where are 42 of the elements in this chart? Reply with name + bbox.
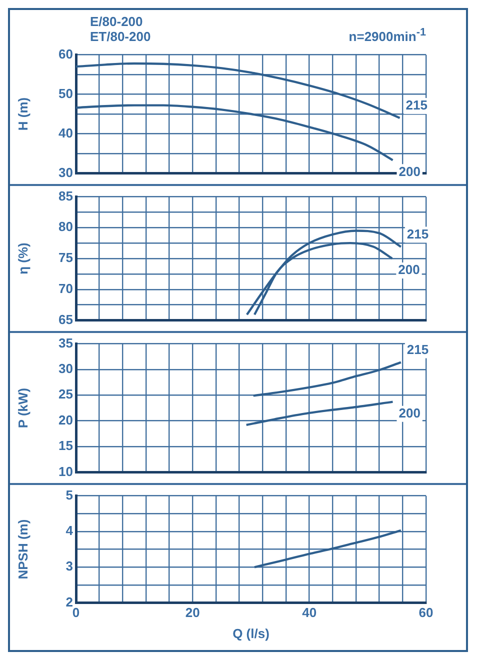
y-tick-label: 25: [58, 386, 73, 402]
line-series: [245, 400, 394, 426]
y-tick-label: 30: [58, 164, 73, 180]
x-tick-label: 60: [418, 605, 434, 620]
x-tick-label: 40: [302, 605, 317, 620]
x-tick-label: 0: [72, 605, 80, 620]
x-tick-label: 20: [185, 605, 200, 620]
text: n=2900min$^{-1}$: [348, 26, 426, 44]
line-series: [76, 104, 394, 162]
y-tick-label: 50: [58, 86, 73, 101]
y-tick-label: 35: [58, 335, 73, 350]
y-axis-title: NPSH (m): [15, 519, 30, 580]
y-tick-label: 65: [58, 312, 73, 327]
series-label: 200: [398, 262, 420, 278]
line-series: [252, 361, 402, 397]
series-label: 215: [406, 226, 429, 242]
y-tick-label: 5: [66, 487, 73, 502]
chart-title: E/80-200: [90, 14, 144, 29]
y-tick-label: 10: [58, 464, 73, 479]
y-axis-title: H (m): [15, 97, 30, 131]
y-tick-label: 85: [58, 188, 73, 204]
line-series: [76, 62, 401, 120]
series-label: 200: [398, 164, 420, 179]
y-tick-label: 30: [58, 361, 73, 376]
series-label: 215: [406, 98, 428, 113]
y-tick-label: 15: [58, 438, 73, 454]
y-tick-label: 4: [66, 523, 74, 538]
y-tick-label: 2: [66, 594, 73, 610]
y-tick-label: 80: [58, 219, 73, 234]
y-axis-title: P (kW): [15, 388, 30, 428]
chart-subtitle: ET/80-200: [90, 29, 151, 44]
x-axis-title: Q (l/s): [232, 626, 270, 641]
series-label: 200: [398, 405, 420, 420]
y-tick-label: 75: [58, 250, 73, 266]
y-tick-label: 60: [58, 46, 73, 62]
y-tick-label: 20: [58, 412, 73, 428]
line-series: [253, 529, 402, 568]
y-tick-label: 70: [58, 280, 73, 296]
series-label: 215: [406, 342, 429, 357]
y-tick-label: 40: [58, 125, 73, 140]
y-tick-label: 3: [66, 558, 73, 574]
y-axis-title: η (%): [15, 242, 30, 274]
